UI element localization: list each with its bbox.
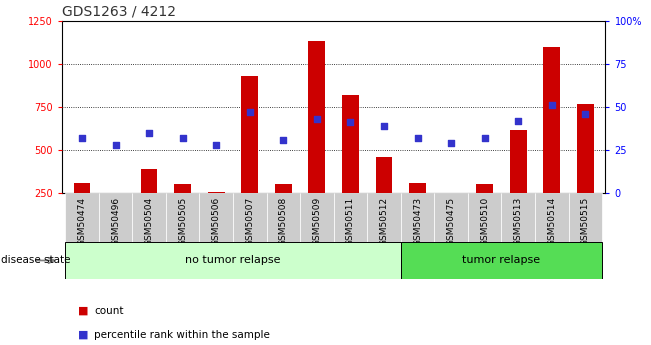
Bar [300, 193, 333, 242]
Bar [342, 95, 359, 236]
Bar [74, 183, 90, 236]
Bar [65, 241, 401, 279]
Point [479, 135, 490, 141]
Point [245, 109, 255, 115]
Text: GSM50511: GSM50511 [346, 197, 355, 246]
Bar [208, 192, 225, 236]
Point [110, 142, 120, 148]
Bar [233, 193, 266, 242]
Bar [409, 183, 426, 236]
Bar [535, 193, 568, 242]
Text: percentile rank within the sample: percentile rank within the sample [94, 330, 270, 339]
Point [547, 102, 557, 108]
Bar [65, 193, 99, 242]
Point [446, 140, 456, 146]
Text: GSM50510: GSM50510 [480, 197, 489, 246]
Bar [477, 184, 493, 236]
Point [580, 111, 590, 117]
Bar [376, 157, 393, 236]
Bar [107, 194, 124, 236]
Point [412, 135, 422, 141]
Bar [434, 193, 468, 242]
Text: GSM50496: GSM50496 [111, 197, 120, 246]
Bar [510, 130, 527, 236]
Point [312, 116, 322, 122]
Text: GSM50513: GSM50513 [514, 197, 523, 246]
Text: GSM50506: GSM50506 [212, 197, 221, 246]
Bar [199, 193, 233, 242]
Text: GSM50514: GSM50514 [547, 197, 556, 246]
Point [178, 135, 188, 141]
Bar [174, 184, 191, 236]
Text: GSM50475: GSM50475 [447, 197, 456, 246]
Text: ■: ■ [78, 306, 89, 315]
Bar [544, 47, 560, 236]
Bar [166, 193, 199, 242]
Text: GDS1263 / 4212: GDS1263 / 4212 [62, 4, 176, 18]
Text: GSM50474: GSM50474 [77, 197, 87, 246]
Point [513, 118, 523, 124]
Bar [443, 194, 460, 236]
Text: GSM50473: GSM50473 [413, 197, 422, 246]
Bar [333, 193, 367, 242]
Text: ■: ■ [78, 330, 89, 339]
Text: tumor relapse: tumor relapse [462, 256, 540, 265]
Bar [577, 104, 594, 236]
Bar [141, 169, 158, 236]
Point [77, 135, 87, 141]
Point [211, 142, 221, 148]
Bar [468, 193, 501, 242]
Text: GSM50509: GSM50509 [312, 197, 322, 246]
Bar [367, 193, 401, 242]
Text: disease state: disease state [1, 256, 70, 265]
Bar [242, 76, 258, 236]
Text: GSM50515: GSM50515 [581, 197, 590, 246]
Point [379, 123, 389, 129]
Text: GSM50504: GSM50504 [145, 197, 154, 246]
Bar [266, 193, 300, 242]
Point [144, 130, 154, 136]
Text: count: count [94, 306, 124, 315]
Bar [401, 193, 434, 242]
Text: no tumor relapse: no tumor relapse [186, 256, 281, 265]
Text: GSM50508: GSM50508 [279, 197, 288, 246]
Bar [309, 41, 326, 236]
Bar [132, 193, 166, 242]
Point [345, 120, 355, 125]
Bar [99, 193, 132, 242]
Text: GSM50512: GSM50512 [380, 197, 389, 246]
Text: GSM50505: GSM50505 [178, 197, 187, 246]
Bar [275, 184, 292, 236]
Point [278, 137, 288, 142]
Bar [568, 193, 602, 242]
Text: GSM50507: GSM50507 [245, 197, 255, 246]
Bar [501, 193, 535, 242]
Bar [401, 241, 602, 279]
